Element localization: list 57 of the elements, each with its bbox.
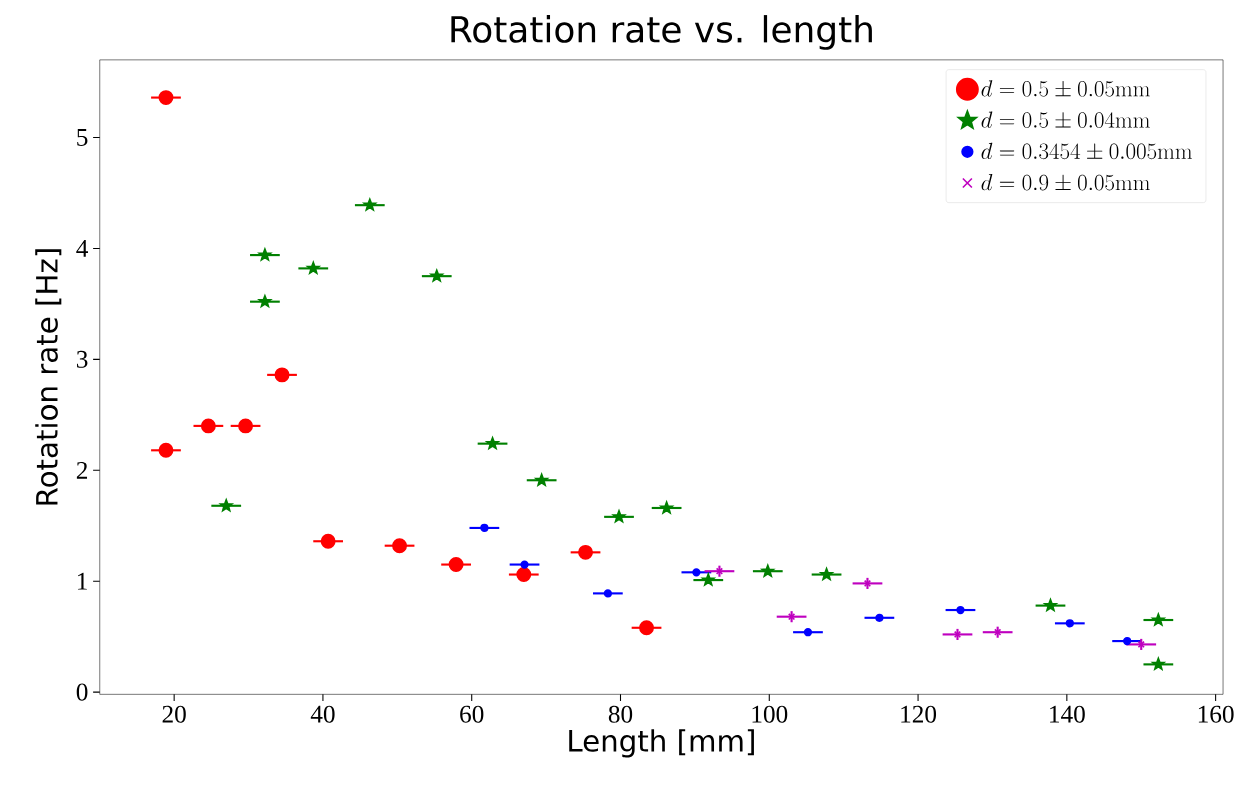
point [875,613,884,622]
point [1151,657,1165,670]
point [274,367,290,383]
x-tick-label: 80 [608,705,633,723]
point [692,568,701,577]
point [219,498,233,512]
x-tick-label: 40 [310,705,335,723]
point [516,567,532,582]
point [392,538,408,554]
point [158,442,174,458]
point [158,90,174,105]
y-tick-label: 3 [76,350,88,368]
legend-label: $d = 0.9 \pm 0.05\mathrm{mm}$ [981,174,1150,191]
point [486,436,500,450]
x-tick-label: 140 [1050,705,1085,723]
point [200,418,216,434]
point [1065,619,1074,628]
y-tick-label: 4 [76,240,89,257]
point [258,248,272,261]
point [448,557,464,572]
point [701,573,715,586]
x-tick-label: 160 [1198,705,1234,723]
y-tick-label: 1 [77,572,87,590]
point [660,501,674,514]
point [535,473,549,486]
point [430,269,444,282]
point [603,589,612,598]
point [639,620,654,636]
point [761,564,775,577]
point [578,544,593,560]
point [612,510,626,523]
x-tick-label: 20 [162,705,186,723]
y-tick-label: 0 [76,683,88,701]
point [956,605,965,615]
chart-title: Rotation rate vs. length [451,15,872,50]
y-axis-title: Rotation rate [Hz] [35,249,62,505]
point [520,560,529,569]
x-tick-label: 60 [460,705,484,723]
point [803,628,813,637]
point [1122,636,1132,646]
point [820,567,834,581]
x-axis-title: Length [mm] [569,729,754,758]
point [363,198,377,211]
x-tick-label: 120 [901,705,937,723]
legend-label: $d = 0.3454 \pm 0.005\mathrm{mm}$ [981,142,1192,160]
point [1043,598,1057,612]
point [258,294,272,308]
point [480,523,489,533]
point [238,418,254,434]
y-tick-label: 2 [76,461,88,479]
point [320,533,336,549]
y-tick-label: 5 [77,129,88,146]
point [306,261,320,274]
legend-label: $d = 0.5 \pm 0.05\mathrm{mm}$ [981,80,1150,97]
legend-label: $d = 0.5 \pm 0.04\mathrm{mm}$ [981,111,1150,128]
x-tick-label: 100 [752,705,788,723]
point [1151,613,1165,626]
